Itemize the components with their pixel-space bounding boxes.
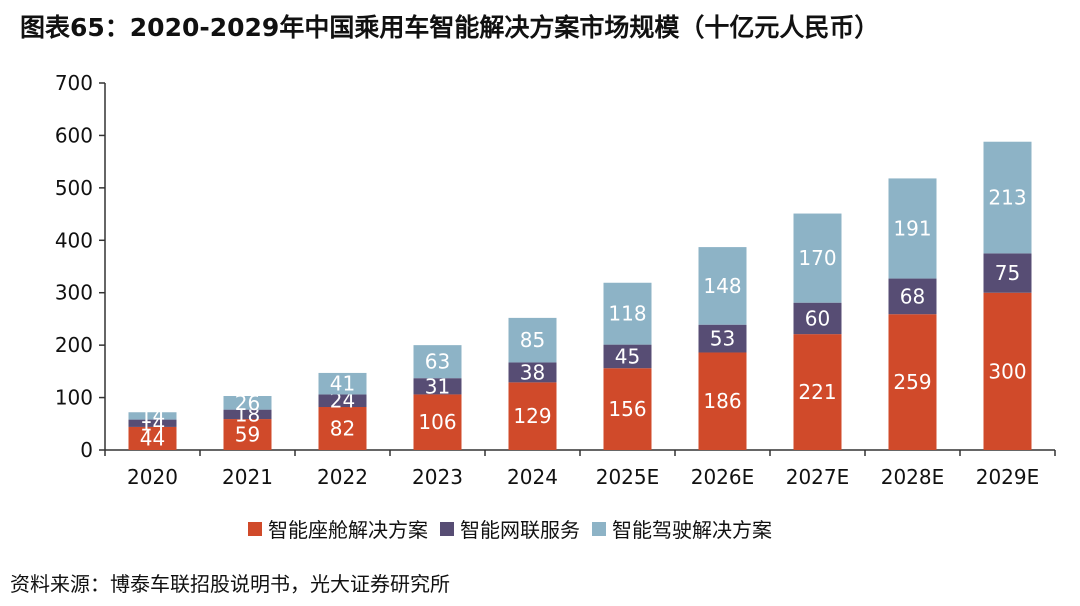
y-tick-label: 600 [55,123,93,147]
data-label: 118 [608,302,646,326]
legend-item-driving: 智能驾驶解决方案 [592,514,772,543]
legend-label-connected: 智能网联服务 [460,518,580,542]
legend-swatch-cockpit [248,521,262,536]
bar-segment-2025E-0 [603,368,652,450]
data-label: 191 [893,216,931,240]
bar-segment-2024-1 [508,362,557,383]
bar-segment-2029E-1 [983,253,1032,293]
data-label: 148 [703,274,741,298]
bar-segment-2025E-1 [603,344,652,369]
bar-segment-2020-0 [128,426,177,450]
data-label: 106 [418,410,456,434]
x-tick-label: 2029E [976,465,1040,489]
data-label: 85 [520,328,545,352]
bar-segment-2020-2 [128,412,177,420]
bar-segment-2023-2 [413,345,462,379]
bar-segment-2029E-0 [983,292,1032,450]
legend-label-driving: 智能驾驶解决方案 [612,518,772,542]
y-tick-label: 100 [55,386,93,410]
data-label: 38 [520,360,545,384]
bar-segment-2020-1 [128,419,177,427]
bar-segment-2022-0 [318,407,367,450]
x-tick-label: 2027E [786,465,850,489]
data-label: 59 [235,423,260,447]
bar-segment-2027E-2 [793,213,842,303]
bar-segment-2021-1 [223,409,272,420]
data-label: 221 [798,380,836,404]
y-tick-label: 400 [55,228,93,252]
data-label: 26 [235,391,260,415]
data-label: 31 [425,374,450,398]
y-tick-label: 300 [55,281,93,305]
legend-swatch-connected [440,521,454,536]
data-label: 82 [330,417,355,441]
data-label: 53 [710,327,735,351]
data-label: 44 [140,426,165,450]
data-label: 60 [805,306,830,330]
data-label: 213 [988,186,1026,210]
x-tick-label: 2021 [222,465,273,489]
bar-segment-2027E-0 [793,334,842,450]
y-tick-label: 0 [80,438,93,462]
bar-segment-2023-0 [413,394,462,450]
legend-item-cockpit: 智能座舱解决方案 [248,514,428,543]
data-label: 300 [988,359,1026,383]
data-label: 156 [608,397,646,421]
bar-segment-2024-0 [508,382,557,450]
data-label: 45 [615,344,640,368]
x-tick-label: 2022 [317,465,368,489]
data-label: 68 [900,284,925,308]
bar-segment-2022-1 [318,394,367,408]
bar-segment-2021-2 [223,395,272,410]
legend-label-cockpit: 智能座舱解决方案 [268,518,428,542]
data-label: 41 [330,372,355,396]
y-tick-label: 700 [55,71,93,95]
bar-segment-2028E-2 [888,178,937,279]
bar-segment-2026E-1 [698,324,747,353]
bar-segment-2027E-1 [793,302,842,335]
bar-segment-2025E-2 [603,282,652,345]
bar-segment-2028E-0 [888,314,937,450]
bar-segment-2023-1 [413,378,462,395]
data-label: 75 [995,261,1020,285]
y-tick-label: 500 [55,176,93,200]
x-tick-label: 2025E [596,465,660,489]
bar-segment-2022-2 [318,372,367,395]
data-label: 259 [893,370,931,394]
data-label: 170 [798,246,836,270]
bar-segment-2021-0 [223,419,272,450]
legend-swatch-driving [592,521,606,536]
legend-item-connected: 智能网联服务 [440,514,580,543]
source-note: 资料来源：博泰车联招股说明书，光大证券研究所 [10,572,450,596]
data-label: 129 [513,404,551,428]
x-tick-label: 2020 [127,465,178,489]
bar-segment-2026E-2 [698,247,747,325]
bar-segment-2028E-1 [888,278,937,315]
x-tick-label: 2024 [507,465,558,489]
x-tick-label: 2028E [881,465,945,489]
y-tick-label: 200 [55,333,93,357]
data-label: 63 [425,350,450,374]
bar-segment-2029E-2 [983,141,1032,254]
chart-title: 图表65：2020-2029年中国乘用车智能解决方案市场规模（十亿元人民币） [20,13,880,42]
data-label: 14 [140,404,165,428]
legend: 智能座舱解决方案 智能网联服务 智能驾驶解决方案 [248,514,772,543]
data-label: 186 [703,389,741,413]
x-tick-label: 2026E [691,465,755,489]
x-tick-label: 2023 [412,465,463,489]
bar-segment-2026E-0 [698,352,747,450]
bar-segment-2024-2 [508,317,557,363]
